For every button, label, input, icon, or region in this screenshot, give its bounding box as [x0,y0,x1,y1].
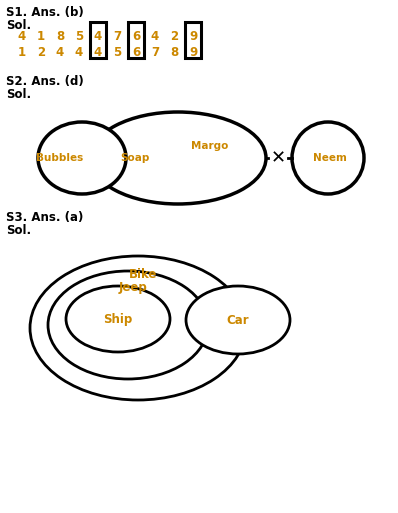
Text: Car: Car [227,313,249,326]
Text: 6: 6 [132,46,140,58]
Text: 4: 4 [151,30,159,43]
Text: 8: 8 [170,46,178,58]
Text: 8: 8 [56,30,64,43]
Text: Soap: Soap [120,153,150,163]
Bar [128,22,144,58]
Text: Bike: Bike [129,267,157,281]
Ellipse shape [38,122,126,194]
Text: 1: 1 [37,30,45,43]
Text: 5: 5 [113,46,121,58]
Ellipse shape [90,112,266,204]
Text: 4: 4 [56,46,64,58]
Text: 7: 7 [113,30,121,43]
Ellipse shape [48,271,208,379]
Text: 9: 9 [189,46,197,58]
Text: 5: 5 [75,30,83,43]
Text: S1. Ans. (b): S1. Ans. (b) [6,6,84,19]
Text: 6: 6 [132,30,140,43]
Text: Sol.: Sol. [6,88,31,101]
Text: 2: 2 [170,30,178,43]
Ellipse shape [292,122,364,194]
Ellipse shape [30,256,246,400]
Text: 9: 9 [189,30,197,43]
Text: Jeep: Jeep [119,281,147,293]
Text: 4: 4 [94,30,102,43]
Text: 4: 4 [94,46,102,58]
Text: Ship: Ship [103,312,133,326]
Ellipse shape [186,286,290,354]
Text: 2: 2 [37,46,45,58]
Text: S2. Ans. (d): S2. Ans. (d) [6,75,84,88]
Text: 4: 4 [18,30,26,43]
Text: 4: 4 [75,46,83,58]
Text: 7: 7 [151,46,159,58]
Bar [90,22,106,58]
Text: Sol.: Sol. [6,19,31,32]
Text: Bubbles: Bubbles [36,153,84,163]
Text: ✕: ✕ [270,149,285,167]
Text: Margo: Margo [191,141,229,151]
Text: Sol.: Sol. [6,224,31,237]
Text: S3. Ans. (a): S3. Ans. (a) [6,211,83,224]
Text: Neem: Neem [313,153,347,163]
Ellipse shape [66,286,170,352]
Bar [185,22,201,58]
Text: 1: 1 [18,46,26,58]
